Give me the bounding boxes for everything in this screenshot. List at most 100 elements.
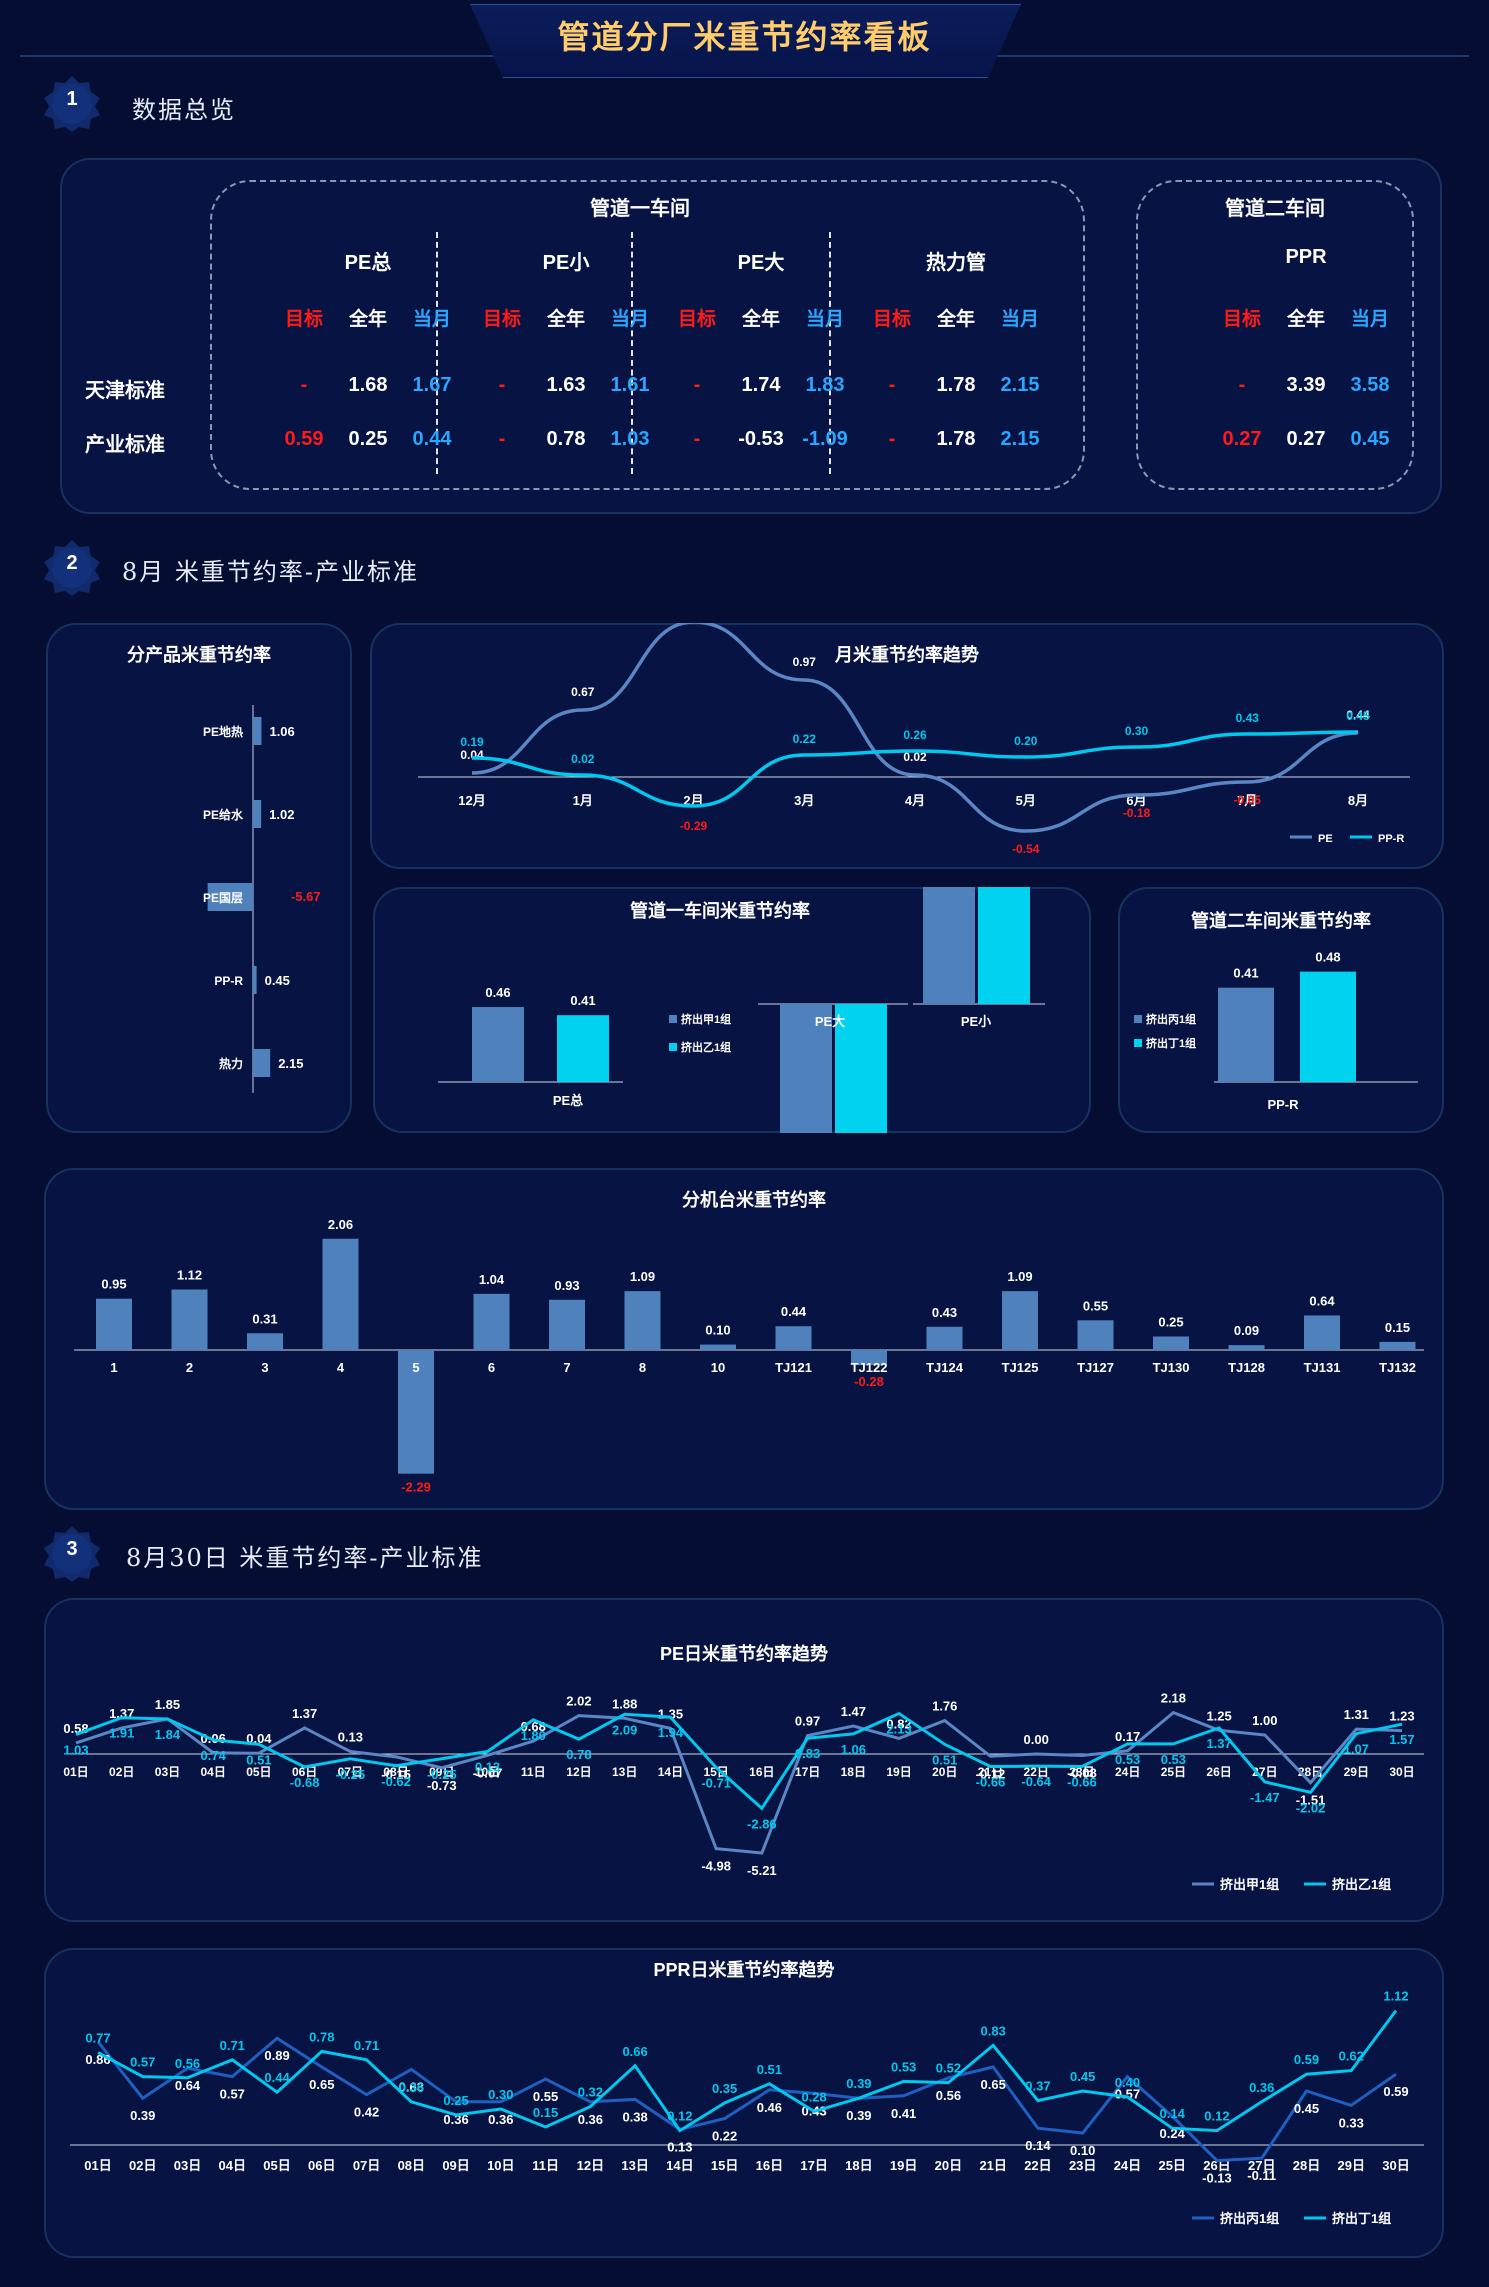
data-label: -0.62 [381, 1774, 411, 1789]
overview-value: 0.44 [412, 428, 452, 450]
x-tick-label: TJ128 [1228, 1360, 1265, 1375]
overview-value: 3.58 [1350, 374, 1390, 396]
workshop2-chart-panel [1118, 887, 1444, 1133]
bar [780, 1004, 832, 1133]
data-label: 0.36 [488, 2112, 513, 2127]
x-tick-label: 17日 [795, 1765, 820, 1779]
legend-label: 挤出乙1组 [1332, 1877, 1391, 1892]
data-label: 0.53 [891, 2059, 916, 2074]
x-tick-label: 4 [337, 1360, 345, 1375]
overview-value: 2.15 [1000, 428, 1040, 450]
data-label: -0.66 [1067, 1775, 1097, 1790]
data-label: 1.12 [1383, 1989, 1408, 2004]
data-label: 0.46 [485, 985, 510, 1000]
by-product-panel [46, 623, 352, 1133]
x-tick-label: 1月 [573, 793, 593, 808]
overview-value: 1.67 [412, 374, 452, 396]
x-tick-label: 7 [563, 1360, 570, 1375]
bar [398, 1350, 434, 1474]
category-label: PE国层 [203, 891, 243, 905]
data-label: 1.37 [292, 1706, 317, 1721]
data-label: 0.57 [1115, 2087, 1140, 2102]
data-label: 0.64 [1309, 1293, 1335, 1308]
overview-value: - [1238, 374, 1246, 396]
chart-title: 分产品米重节约率 [127, 644, 271, 665]
section-badge-2 [44, 540, 100, 596]
x-tick-label: 02日 [109, 1765, 134, 1779]
data-label: 0.44 [1346, 708, 1370, 722]
data-label: 0.66 [622, 2044, 647, 2059]
x-tick-label: 29日 [1338, 2158, 1365, 2173]
data-label: 0.95 [101, 1277, 126, 1292]
data-label: 0.12 [667, 2109, 692, 2124]
data-label: -0.12 [976, 1766, 1006, 1781]
section-number-1: 1 [66, 88, 78, 110]
data-label: -5.67 [291, 889, 321, 904]
data-label: 0.45 [265, 973, 290, 988]
column-header: 目标 [872, 309, 911, 330]
data-label: -0.07 [473, 1765, 503, 1780]
data-label: 0.22 [793, 732, 817, 746]
data-label: 1.88 [612, 1696, 637, 1711]
data-label: 0.53 [1115, 1752, 1140, 1767]
data-label: 0.52 [936, 2061, 961, 2076]
bar [978, 887, 1030, 1004]
x-tick-label: 12日 [577, 2158, 604, 2173]
data-label: 0.39 [130, 2108, 155, 2123]
overview-value: 0.27 [1286, 428, 1326, 450]
x-tick-label: 30日 [1382, 2158, 1409, 2173]
x-tick-label: 08日 [383, 1765, 408, 1779]
workshop2-title: 管道二车间 [1225, 198, 1325, 220]
bar [253, 966, 257, 994]
legend-label: 挤出丁1组 [1332, 2211, 1391, 2226]
data-label: 0.62 [1339, 2049, 1364, 2064]
data-label: 2.15 [278, 1056, 303, 1071]
x-tick-label: 7月 [1237, 793, 1257, 808]
data-label: 0.25 [1158, 1315, 1183, 1330]
x-tick-label: TJ124 [926, 1360, 964, 1375]
x-tick-label: 18日 [841, 1765, 866, 1779]
data-label: -0.08 [1067, 1766, 1097, 1781]
data-label: 0.44 [781, 1304, 807, 1319]
legend-label: 挤出丙1组 [1146, 1012, 1196, 1026]
bar [1228, 1345, 1265, 1350]
data-label: 0.19 [460, 735, 484, 749]
column-divider [436, 232, 438, 474]
column-header: 全年 [1286, 309, 1325, 330]
bar [835, 1004, 887, 1133]
data-label: 0.15 [1385, 1320, 1410, 1335]
bar [253, 1049, 271, 1077]
data-label: 0.51 [932, 1752, 957, 1767]
data-label: 0.55 [1083, 1298, 1108, 1313]
data-label: 0.51 [757, 2062, 782, 2077]
data-label: -0.66 [976, 1775, 1006, 1790]
x-tick-label: 10日 [487, 2158, 514, 2173]
data-label: 1.47 [841, 1704, 866, 1719]
x-tick-label: TJ122 [851, 1360, 888, 1375]
legend-label: 挤出丙1组 [1220, 2211, 1279, 2226]
overview-value: - [888, 428, 896, 450]
overview-value: 0.78 [546, 428, 586, 450]
legend-swatch [669, 1043, 677, 1051]
x-tick-label: 13日 [621, 2158, 648, 2173]
data-label: 0.74 [201, 1748, 227, 1763]
data-label: 0.83 [981, 2023, 1006, 2038]
bar [472, 1007, 524, 1082]
data-label: 0.00 [1024, 1732, 1049, 1747]
overview-value: -0.53 [738, 428, 784, 450]
x-tick-label: 2 [186, 1360, 193, 1375]
category-label: PE小 [961, 1014, 991, 1029]
data-label: 0.39 [846, 2108, 871, 2123]
data-label: 1.37 [1206, 1736, 1231, 1751]
data-label: 1.09 [630, 1269, 655, 1284]
data-label: 2.18 [1161, 1691, 1186, 1706]
column-header: 目标 [677, 309, 716, 330]
legend-swatch [1134, 1039, 1142, 1047]
data-label: -1.47 [1250, 1790, 1280, 1805]
bar [1379, 1341, 1416, 1350]
group-name: PE大 [737, 252, 785, 274]
legend-swatch [669, 1015, 677, 1023]
ppr-daily-chart: PPR日米重节约率趋势 01日 02日 03日 04日 05日 06日 07日 08日 09日 10… [70, 1959, 1424, 2226]
data-label: 0.77 [85, 2031, 110, 2046]
data-label: 1.00 [1252, 1713, 1277, 1728]
